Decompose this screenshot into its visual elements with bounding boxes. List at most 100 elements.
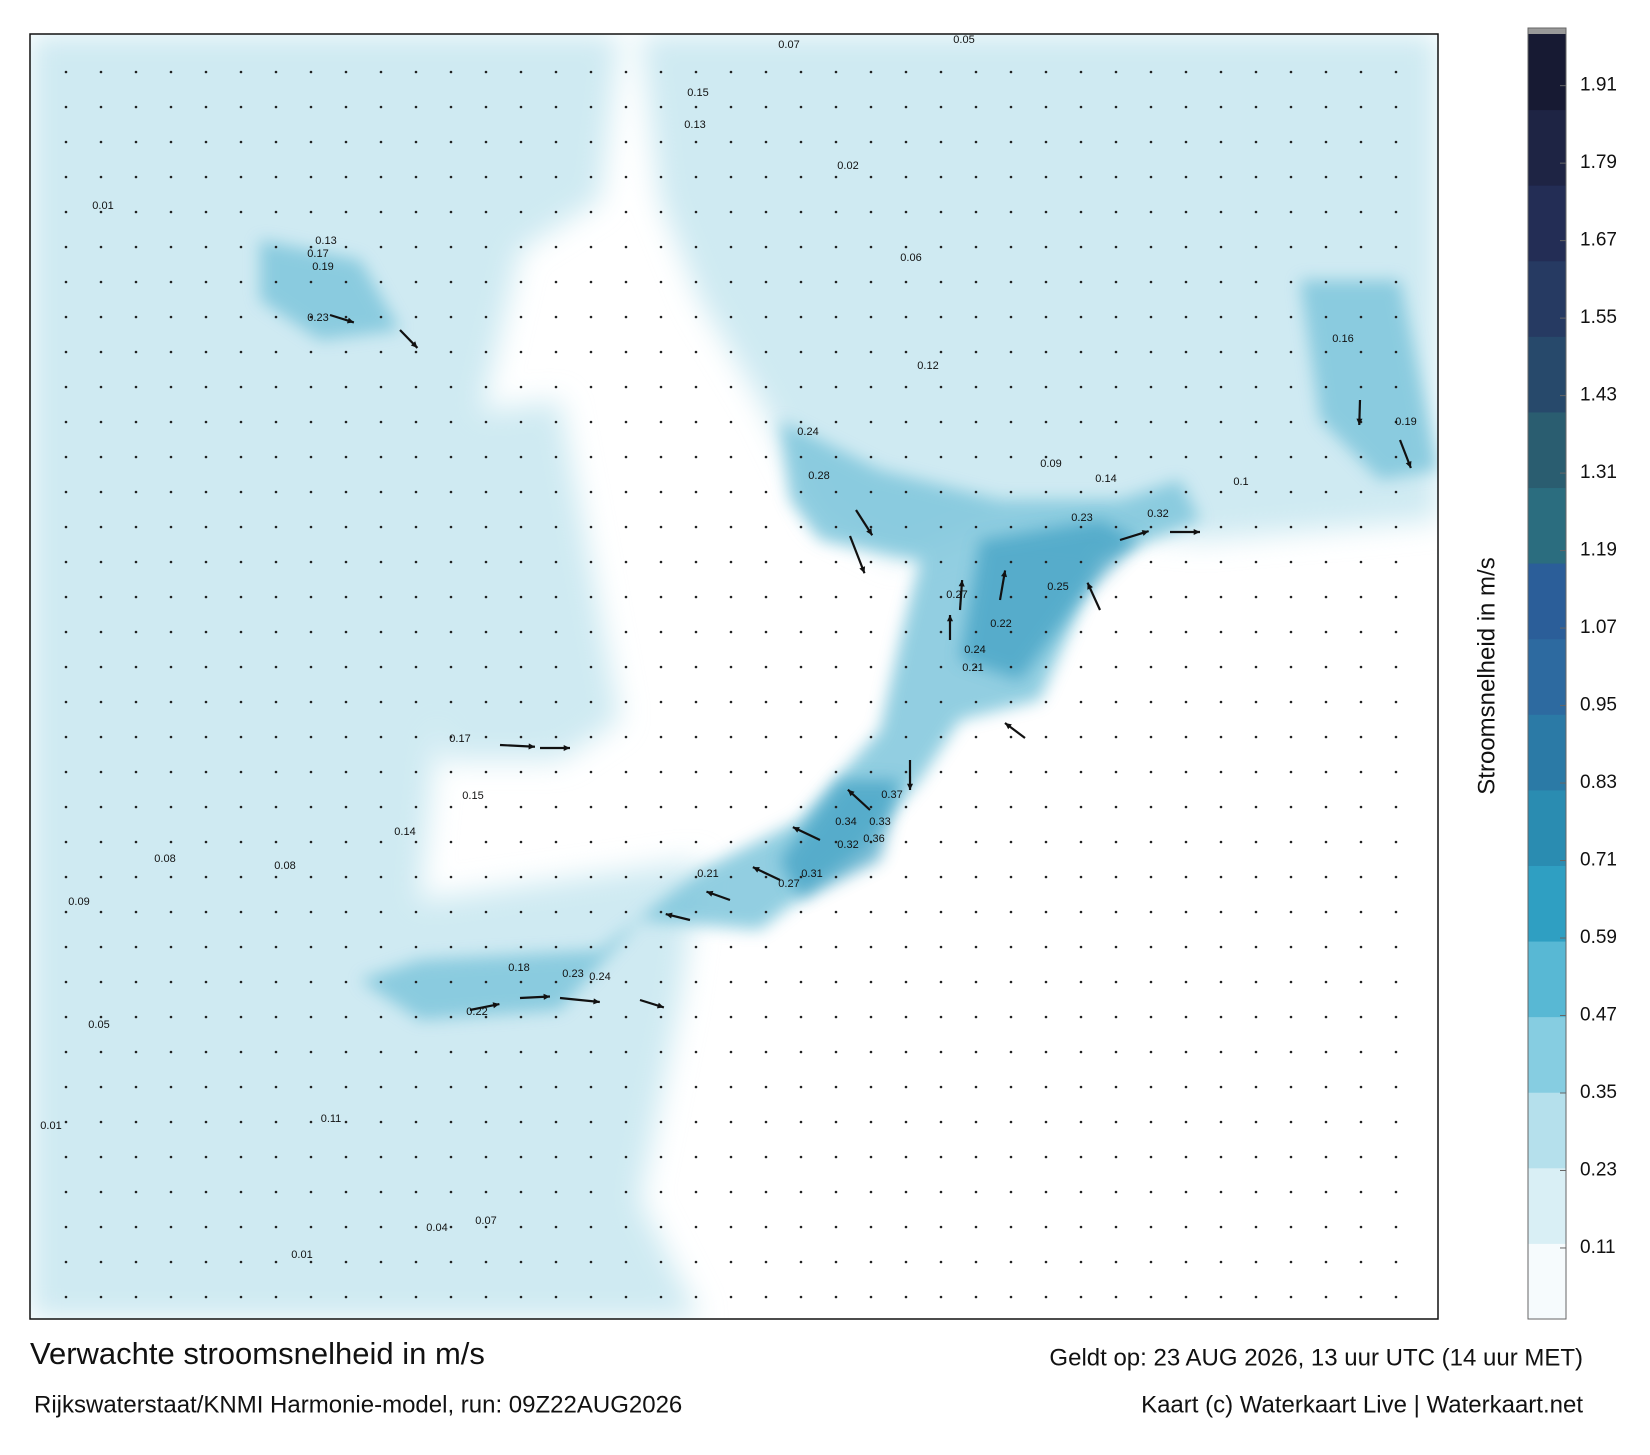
grid-dot (135, 281, 138, 284)
grid-dot (205, 806, 208, 809)
grid-dot (1395, 491, 1398, 494)
grid-dot (65, 281, 68, 284)
grid-dot (415, 246, 418, 249)
grid-dot (1010, 351, 1013, 354)
grid-dot (660, 1191, 663, 1194)
grid-dot (205, 666, 208, 669)
speed-label: 0.34 (835, 816, 856, 828)
grid-dot (695, 246, 698, 249)
grid-dot (975, 771, 978, 774)
grid-dot (415, 386, 418, 389)
grid-dot (1010, 876, 1013, 879)
grid-dot (1010, 386, 1013, 389)
grid-dot (590, 456, 593, 459)
grid-dot (555, 176, 558, 179)
grid-dot (310, 561, 313, 564)
grid-dot (940, 876, 943, 879)
grid-dot (450, 1226, 453, 1229)
grid-dot (100, 1121, 103, 1124)
grid-dot (905, 1261, 908, 1264)
grid-dot (1395, 596, 1398, 599)
grid-dot (1255, 1156, 1258, 1159)
grid-dot (625, 1086, 628, 1089)
grid-dot (450, 421, 453, 424)
grid-dot (170, 1226, 173, 1229)
grid-dot (485, 316, 488, 319)
grid-dot (1080, 806, 1083, 809)
grid-dot (275, 876, 278, 879)
grid-dot (1080, 771, 1083, 774)
grid-dot (450, 1121, 453, 1124)
grid-dot (1255, 561, 1258, 564)
grid-dot (310, 1296, 313, 1299)
speed-label: 0.33 (869, 816, 890, 828)
grid-dot (975, 386, 978, 389)
grid-dot (450, 806, 453, 809)
grid-dot (135, 596, 138, 599)
grid-dot (520, 211, 523, 214)
grid-dot (870, 1296, 873, 1299)
grid-dot (240, 176, 243, 179)
grid-dot (1290, 736, 1293, 739)
grid-dot (1010, 211, 1013, 214)
grid-dot (1150, 1191, 1153, 1194)
grid-dot (1255, 106, 1258, 109)
grid-dot (1325, 701, 1328, 704)
grid-dot (170, 386, 173, 389)
grid-dot (1220, 596, 1223, 599)
grid-dot (835, 526, 838, 529)
grid-dot (1220, 806, 1223, 809)
grid-dot (1255, 1191, 1258, 1194)
grid-dot (975, 1226, 978, 1229)
grid-dot (1010, 281, 1013, 284)
grid-dot (940, 561, 943, 564)
grid-dot (835, 561, 838, 564)
grid-dot (450, 911, 453, 914)
grid-dot (940, 736, 943, 739)
grid-dot (1325, 876, 1328, 879)
grid-dot (415, 491, 418, 494)
grid-dot (415, 1191, 418, 1194)
grid-dot (800, 351, 803, 354)
grid-dot (975, 701, 978, 704)
grid-dot (1010, 596, 1013, 599)
grid-dot (1255, 491, 1258, 494)
grid-dot (905, 946, 908, 949)
grid-dot (135, 211, 138, 214)
grid-dot (1150, 631, 1153, 634)
grid-dot (135, 666, 138, 669)
grid-dot (1220, 1016, 1223, 1019)
speed-label: 0.05 (953, 34, 974, 46)
grid-dot (450, 71, 453, 74)
grid-dot (345, 351, 348, 354)
grid-dot (1290, 911, 1293, 914)
grid-dot (135, 981, 138, 984)
grid-dot (100, 351, 103, 354)
grid-dot (100, 596, 103, 599)
grid-dot (275, 666, 278, 669)
grid-dot (940, 1226, 943, 1229)
grid-dot (905, 1226, 908, 1229)
grid-dot (520, 1226, 523, 1229)
grid-dot (1395, 1051, 1398, 1054)
grid-dot (1045, 806, 1048, 809)
grid-dot (1115, 176, 1118, 179)
grid-dot (135, 71, 138, 74)
grid-dot (730, 946, 733, 949)
grid-dot (310, 421, 313, 424)
grid-dot (695, 1051, 698, 1054)
grid-dot (520, 981, 523, 984)
grid-dot (905, 1051, 908, 1054)
grid-dot (1220, 946, 1223, 949)
grid-dot (380, 1296, 383, 1299)
grid-dot (520, 1086, 523, 1089)
speed-label: 0.21 (962, 662, 983, 674)
grid-dot (870, 806, 873, 809)
grid-dot (1325, 1226, 1328, 1229)
speed-label: 0.32 (1147, 508, 1168, 520)
grid-dot (1360, 211, 1363, 214)
grid-dot (1010, 316, 1013, 319)
grid-dot (555, 1191, 558, 1194)
grid-dot (800, 456, 803, 459)
grid-dot (1360, 281, 1363, 284)
